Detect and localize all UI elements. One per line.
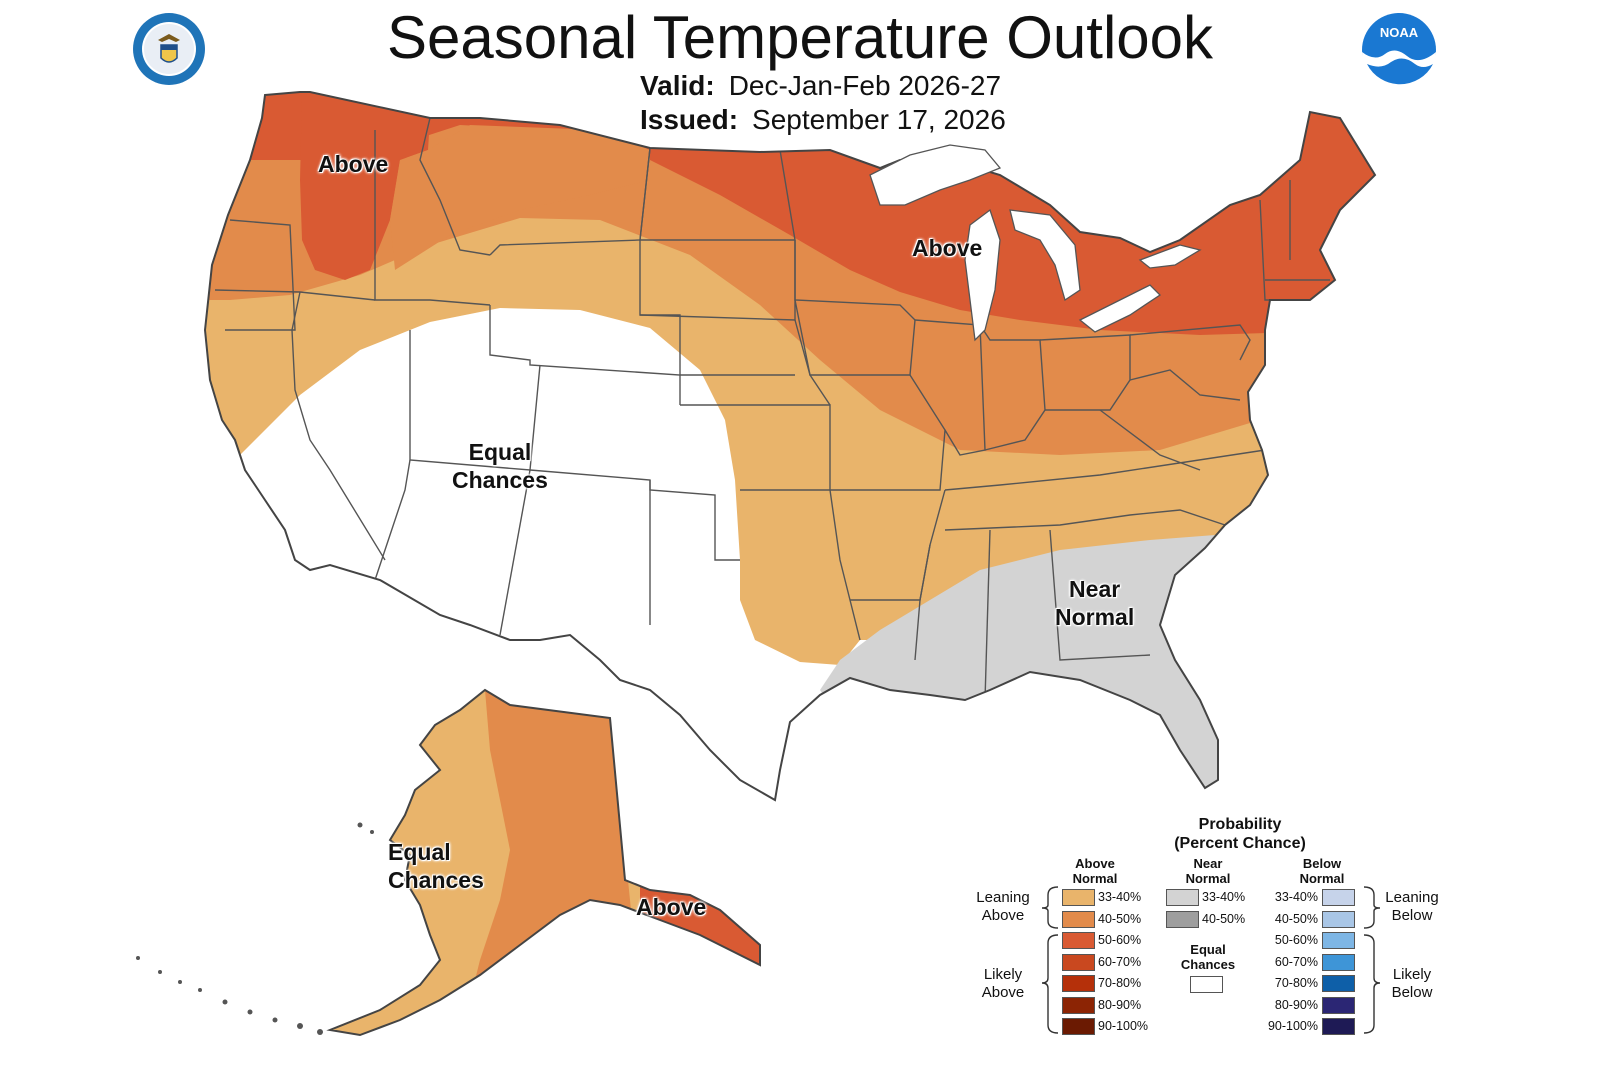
legend-leaning-below: Leaning Below (1385, 889, 1439, 924)
valid-period: Valid: Dec-Jan-Feb 2026-27 (640, 70, 1001, 102)
legend-swatch-above-1 (1062, 910, 1095, 928)
label-northwest-above: Above (318, 151, 389, 177)
legend-swatch-above-2 (1062, 932, 1095, 949)
legend-label-above-3: 60-70% (1098, 954, 1142, 969)
legend-likely-below: Likely Below (1391, 966, 1433, 1001)
legend-swatch-near-1 (1166, 910, 1199, 928)
legend-swatch-below-0 (1322, 889, 1355, 906)
legend-label-near-1: 40-50% (1202, 911, 1246, 926)
legend-swatch-above-0 (1062, 889, 1095, 906)
issued-value: September 17, 2026 (752, 104, 1006, 135)
legend-label-near-0: 33-40% (1202, 890, 1246, 904)
legend-title: Probability (Percent Chance) (1174, 816, 1306, 852)
probability-legend: Probability (Percent Chance) Above Norma… (976, 816, 1490, 1058)
above-50-60-northwest (300, 92, 430, 280)
legend-label-below-0: 33-40% (1274, 890, 1318, 904)
conus-fills (205, 92, 1375, 800)
legend-swatch-below-2 (1322, 932, 1355, 949)
legend-leaning-above: Leaning Above (976, 889, 1030, 924)
legend-swatch-below-3 (1322, 953, 1355, 971)
legend-swatch-below-5 (1322, 996, 1355, 1014)
legend-swatch-above-6 (1062, 1018, 1095, 1035)
label-southeast-near-normal: Near Normal (1055, 576, 1135, 630)
legend-swatch-above-3 (1062, 953, 1095, 971)
legend-braces (1041, 886, 1381, 1034)
issued-date: Issued: September 17, 2026 (640, 104, 1006, 136)
legend-label-above-2: 50-60% (1098, 933, 1142, 947)
legend-label-below-5: 80-90% (1274, 997, 1318, 1012)
valid-value: Dec-Jan-Feb 2026-27 (728, 70, 1002, 101)
legend-near-head: Near Normal (1185, 856, 1231, 886)
label-southwest-equal-chances: Equal Chances (452, 439, 548, 493)
legend-swatch-below-6 (1322, 1018, 1355, 1035)
legend-label-below-1: 40-50% (1274, 911, 1318, 926)
legend-swatch-above-5 (1062, 996, 1095, 1014)
noaa-logo-icon: NOAA (1362, 13, 1436, 88)
legend-label-above-5: 80-90% (1098, 997, 1142, 1012)
valid-label: Valid: (640, 70, 715, 101)
legend-swatch-below-4 (1322, 975, 1355, 992)
label-alaska-above: Above (636, 894, 707, 920)
legend-swatch-near-0 (1166, 889, 1199, 906)
aleutian-islands (136, 822, 374, 1035)
legend-label-below-6: 90-100% (1267, 1019, 1318, 1033)
legend-swatch-above-4 (1062, 975, 1095, 992)
legend-label-above-4: 70-80% (1098, 976, 1142, 990)
legend-label-above-6: 90-100% (1098, 1019, 1149, 1033)
legend-swatch-equal-chances (1190, 976, 1223, 993)
legend-label-above-0: 33-40% (1098, 890, 1142, 904)
issued-label: Issued: (640, 104, 739, 135)
legend-below-head: Below Normal (1299, 856, 1345, 886)
above-40-50-montana (390, 125, 650, 270)
legend-likely-above: Likely Above (981, 966, 1025, 1001)
legend-swatch-below-1 (1322, 910, 1355, 928)
commerce-seal-icon (133, 13, 205, 85)
page-title: Seasonal Temperature Outlook (386, 4, 1214, 71)
great-lakes (869, 144, 1202, 342)
state-boundaries (214, 117, 1330, 701)
legend-label-below-2: 50-60% (1274, 933, 1318, 947)
legend-ec-head: Equal Chances (1180, 942, 1236, 972)
noaa-logo-text: NOAA (1380, 25, 1419, 40)
legend-label-below-4: 70-80% (1274, 976, 1318, 990)
label-northeast-above: Above (912, 235, 983, 261)
legend-above-head: Above Normal (1072, 856, 1118, 886)
legend-label-below-3: 60-70% (1274, 954, 1318, 969)
label-alaska-equal-chances: Equal Chances (388, 839, 484, 893)
legend-label-above-1: 40-50% (1098, 911, 1142, 926)
